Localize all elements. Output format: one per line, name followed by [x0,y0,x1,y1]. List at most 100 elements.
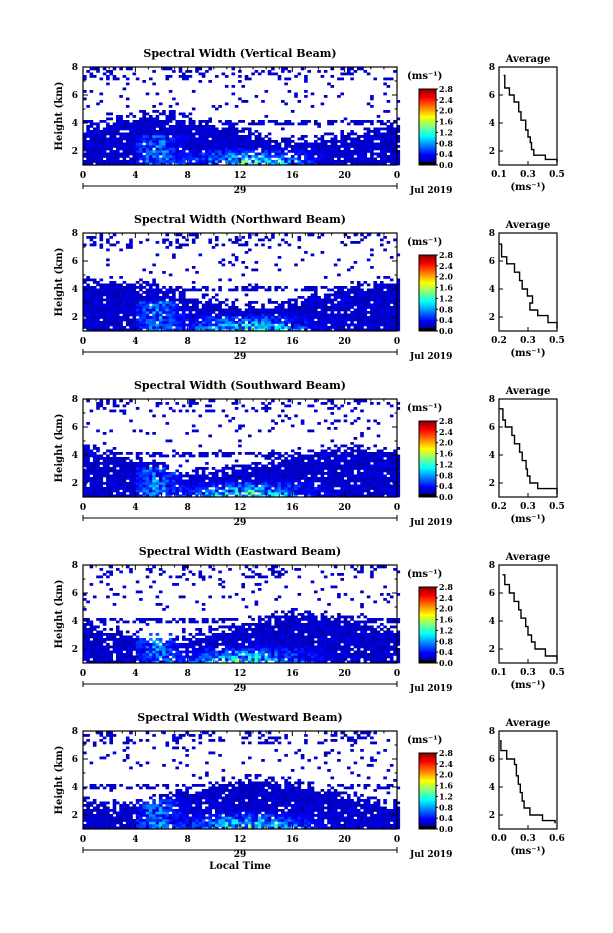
heatmap-cell [189,133,193,136]
heatmap-cell [189,405,193,408]
heatmap-cell [109,306,113,309]
heatmap-cell [291,135,295,138]
heatmap-cell [288,160,292,163]
heatmap-cell [109,477,113,480]
heatmap-cell [152,480,156,483]
heatmap-cell [172,115,176,118]
heatmap-cell [245,475,249,478]
heatmap-cell [314,462,318,465]
heatmap-cell [119,321,123,324]
colorbar-tick-label: 2.0 [439,106,453,116]
heatmap-cell [146,306,150,309]
heatmap-cell [301,316,305,319]
heatmap-cell [274,140,278,143]
heatmap-cell [113,301,117,304]
heatmap-cell [116,309,120,312]
profile-y-tick-label: 8 [489,63,495,73]
heatmap-cell [129,480,133,483]
heatmap-cell [218,324,222,327]
heatmap-cell [195,475,199,478]
heatmap-cell [387,289,391,292]
heatmap-cell [172,110,176,113]
heatmap-cell [324,309,328,312]
heatmap-cell [235,407,239,410]
heatmap-cell [152,321,156,324]
heatmap-cell [291,319,295,322]
y-axis-label: Height (km) [54,82,65,151]
heatmap-cell [222,490,226,493]
heatmap-cell [202,304,206,307]
heatmap-cell [113,294,117,297]
heatmap-cell [185,487,189,490]
heatmap-cell [218,286,222,289]
heatmap-cell [189,150,193,153]
heatmap-cell [245,241,249,244]
heatmap-cell [337,450,341,453]
heatmap-cell [317,125,321,128]
heatmap-cell [139,485,143,488]
heatmap-cell [172,492,176,495]
heatmap-cell [301,314,305,317]
heatmap-cell [228,420,232,423]
heatmap-cell [159,120,163,123]
heatmap-cell [106,472,110,475]
heatmap-cell [324,482,328,485]
heatmap-cell [241,140,245,143]
heatmap-cell [93,309,97,312]
heatmap-cell [344,145,348,148]
heatmap-cell [258,160,262,163]
heatmap-cell [367,304,371,307]
heatmap-cell [350,475,354,478]
heatmap-cell [327,490,331,493]
heatmap-cell [274,485,278,488]
heatmap-cell [307,492,311,495]
heatmap-cell [205,148,209,151]
heatmap-cell [103,311,107,314]
heatmap-cell [337,472,341,475]
heatmap-cell [182,75,186,78]
heatmap-cell [251,487,255,490]
heatmap-cell [327,475,331,478]
heatmap-cell [278,304,282,307]
heatmap-cell [169,304,173,307]
heatmap-cell [268,487,272,490]
heatmap-cell [159,113,163,116]
heatmap-cell [93,150,97,153]
heatmap-cell [350,472,354,475]
heatmap-cell [321,467,325,470]
heatmap-cell [106,490,110,493]
heatmap-cell [172,145,176,148]
heatmap-cell [149,319,153,322]
heatmap-cell [367,143,371,146]
heatmap-cell [390,256,394,259]
heatmap-cell [103,160,107,163]
heatmap-cell [344,321,348,324]
heatmap-cell [189,148,193,151]
heatmap-cell [344,311,348,314]
heatmap-cell [304,286,308,289]
heatmap-cell [324,480,328,483]
heatmap-cell [113,143,117,146]
heatmap-cell [258,239,262,242]
heatmap-cell [238,470,242,473]
heatmap-cell [298,319,302,322]
heatmap-cells [83,234,400,332]
heatmap-cell [255,138,259,141]
heatmap-cell [311,155,315,158]
heatmap-cell [103,457,107,460]
heatmap-cell [116,241,120,244]
heatmap-cell [311,326,315,329]
heatmap-cell [291,158,295,161]
heatmap-cell [304,304,308,307]
heatmap-cell [380,155,384,158]
heatmap-cell [232,470,236,473]
heatmap-cell [162,472,166,475]
heatmap-cell [324,140,328,143]
heatmap-cell [255,135,259,138]
heatmap-cell [166,319,170,322]
heatmap-cell [139,145,143,148]
heatmap-cell [208,482,212,485]
heatmap-cell [331,450,335,453]
heatmap-cell [106,259,110,262]
heatmap-cell [301,143,305,146]
